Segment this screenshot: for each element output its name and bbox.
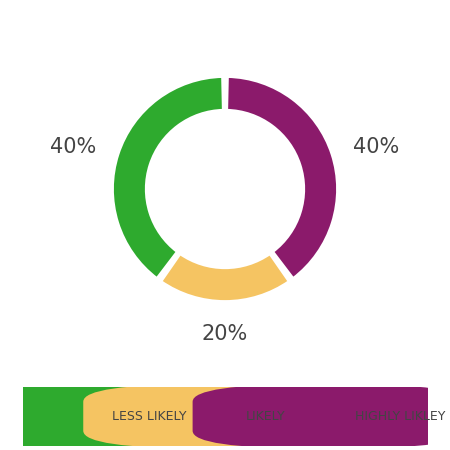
Wedge shape bbox=[161, 254, 289, 302]
Text: 40%: 40% bbox=[50, 137, 97, 158]
Text: 40%: 40% bbox=[353, 137, 400, 158]
FancyBboxPatch shape bbox=[83, 384, 355, 448]
Text: 20%: 20% bbox=[202, 324, 248, 344]
Text: LESS LIKELY: LESS LIKELY bbox=[112, 410, 186, 423]
FancyBboxPatch shape bbox=[0, 384, 221, 448]
Wedge shape bbox=[112, 76, 223, 279]
Text: HIGHLY LIKLEY: HIGHLY LIKLEY bbox=[355, 410, 445, 423]
Text: LIKELY: LIKELY bbox=[245, 410, 285, 423]
Wedge shape bbox=[227, 76, 338, 279]
FancyBboxPatch shape bbox=[193, 384, 450, 448]
